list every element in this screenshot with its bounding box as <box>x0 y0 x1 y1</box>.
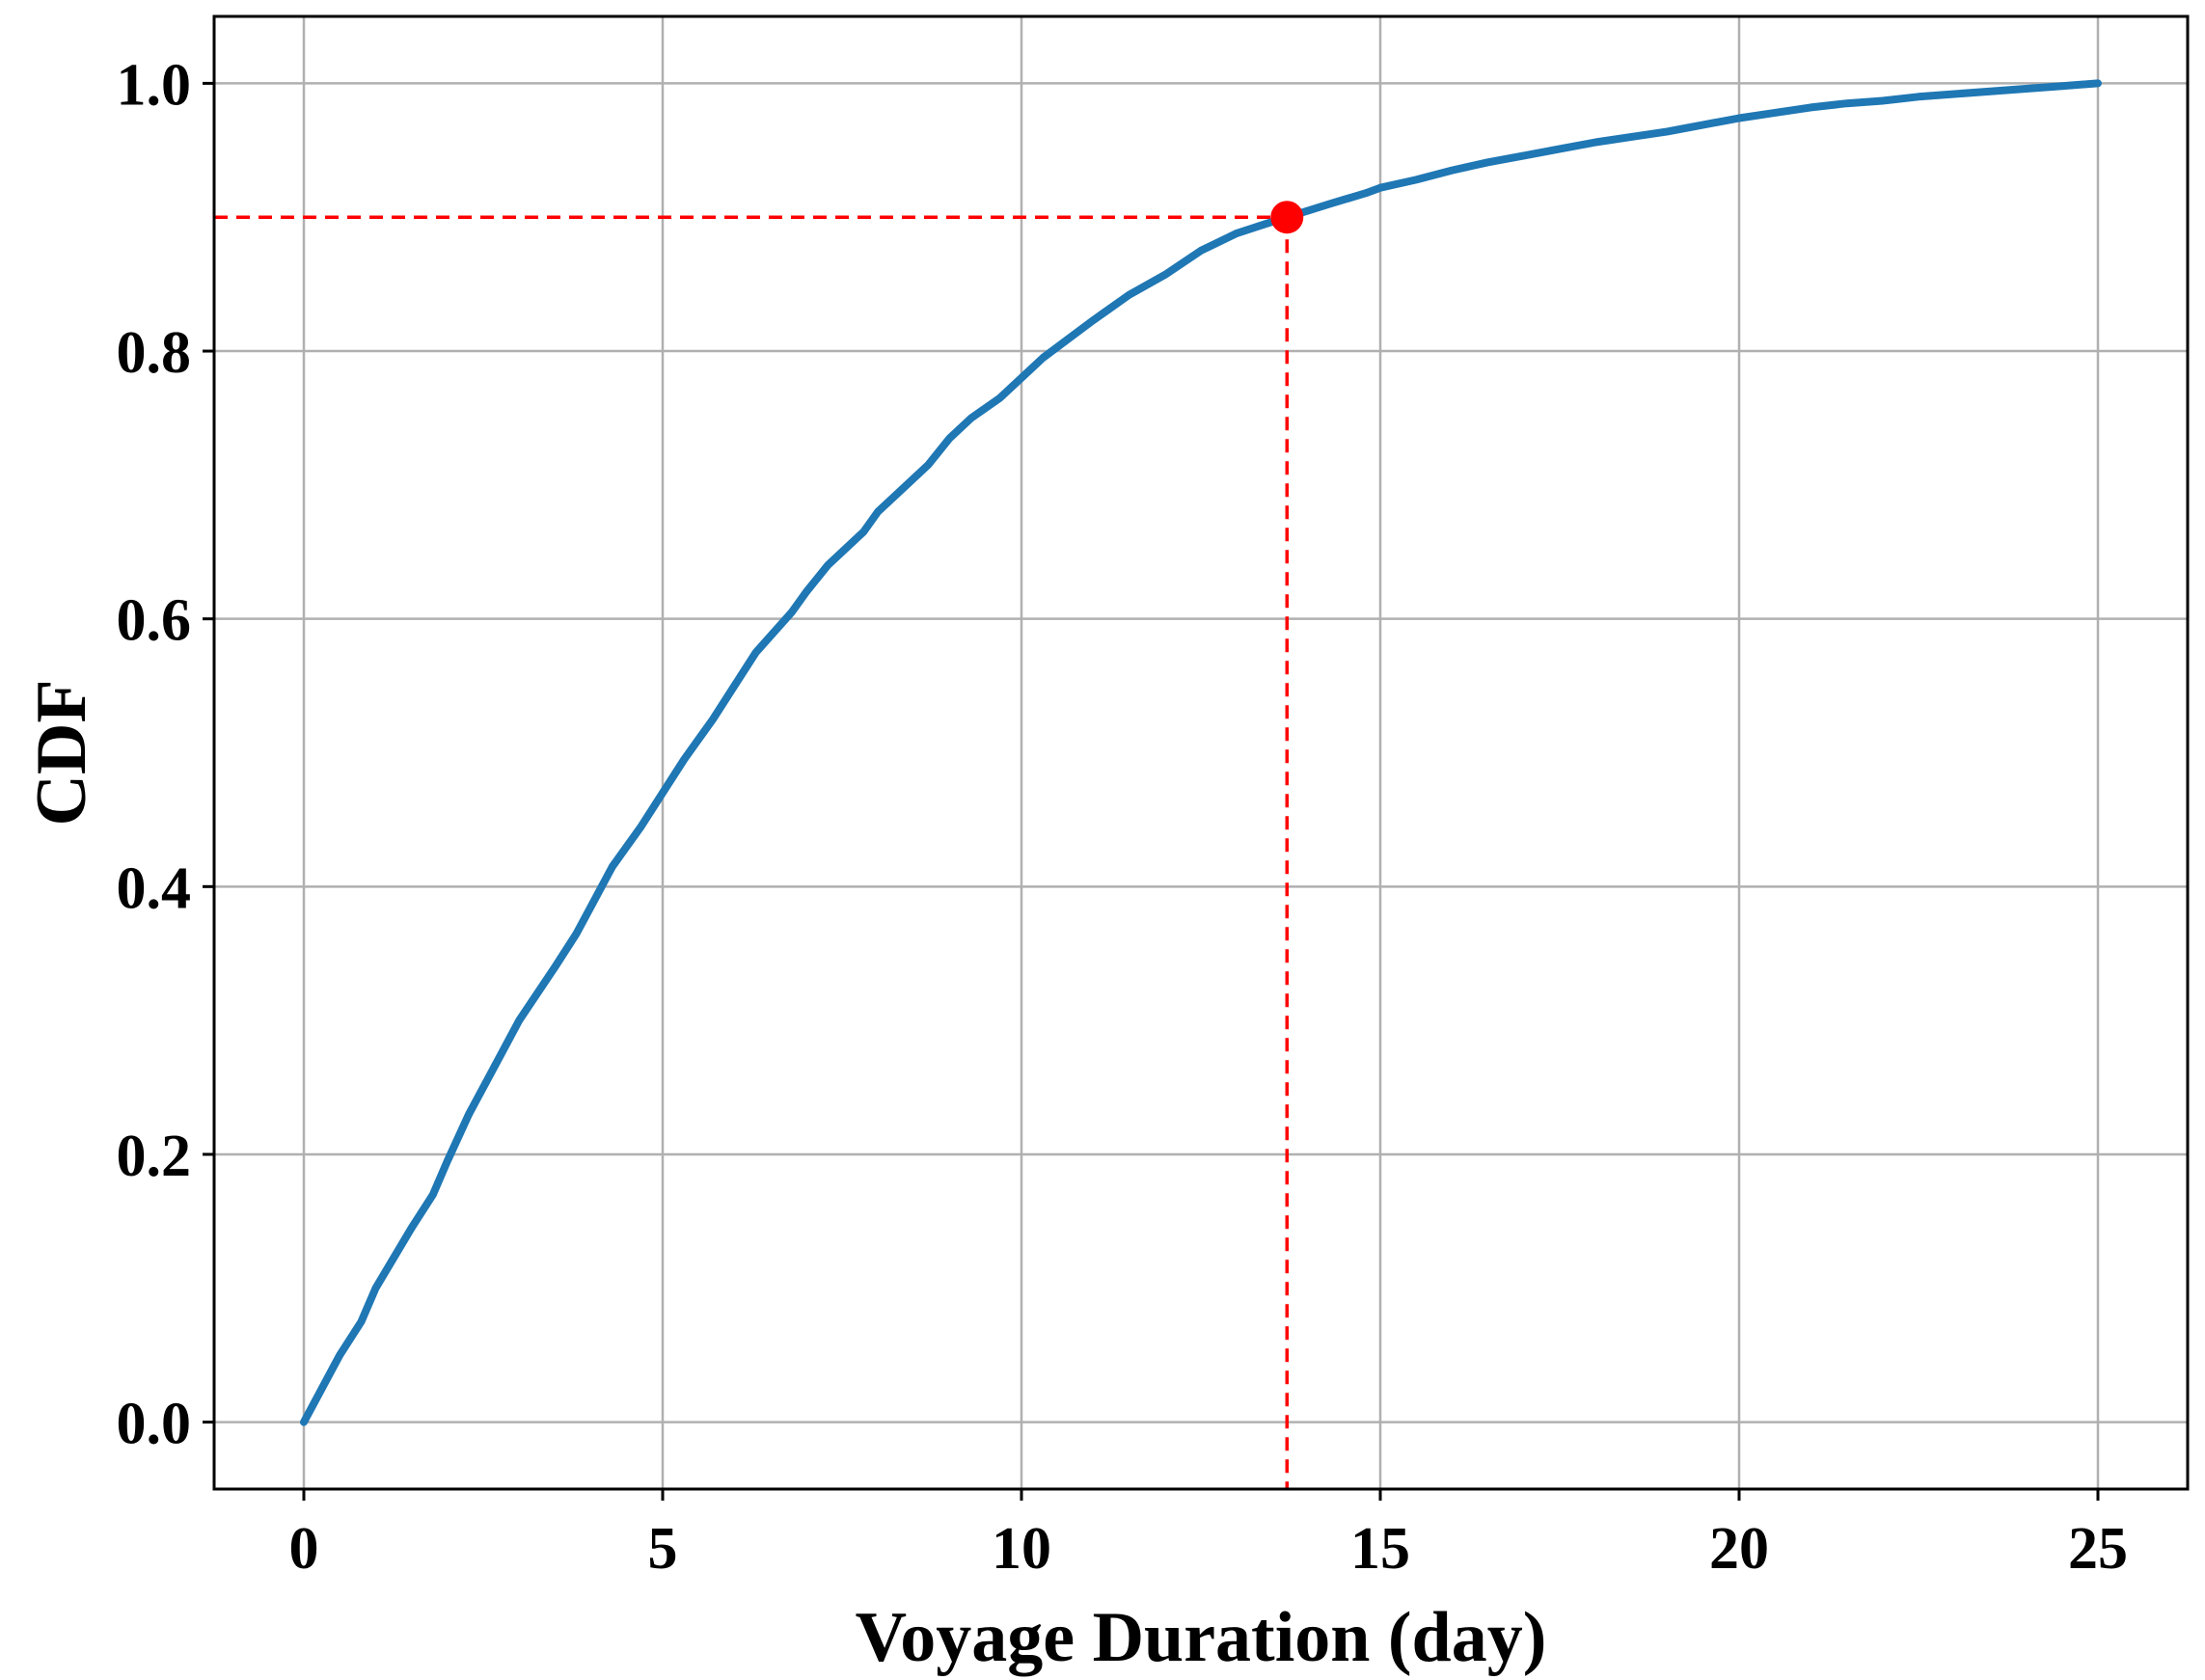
x-tick-label: 0 <box>289 1516 319 1582</box>
y-tick-label: 0.8 <box>117 320 192 386</box>
marker-group <box>1270 201 1304 234</box>
x-tick-labels: 0 5 10 15 20 25 <box>289 1516 2129 1582</box>
y-tick-label: 0.4 <box>117 855 192 921</box>
tick-marks <box>203 81 2100 1501</box>
x-tick-label: 5 <box>648 1516 678 1582</box>
plot-frame <box>212 14 2190 1491</box>
x-tick-label: 25 <box>2068 1516 2128 1582</box>
x-tick-label: 10 <box>992 1516 1051 1582</box>
y-tick-labels: 0.0 0.2 0.4 0.6 0.8 1.0 <box>117 52 192 1456</box>
y-tick-label: 0.0 <box>117 1392 192 1457</box>
series-group <box>300 79 2102 1426</box>
y-tick-label: 1.0 <box>117 52 192 118</box>
x-axis-label: Voyage Duration (day) <box>856 1598 1547 1677</box>
annotation-marker <box>1270 201 1304 234</box>
y-tick-label: 0.6 <box>117 588 192 654</box>
x-tick-label: 20 <box>1709 1516 1769 1582</box>
cdf-line <box>300 79 2102 1426</box>
guide-lines <box>214 215 1290 1489</box>
x-tick-label: 15 <box>1350 1516 1410 1582</box>
y-axis-label: CDF <box>22 679 101 826</box>
grid-lines <box>214 16 2188 1489</box>
y-tick-label: 0.2 <box>117 1124 192 1189</box>
